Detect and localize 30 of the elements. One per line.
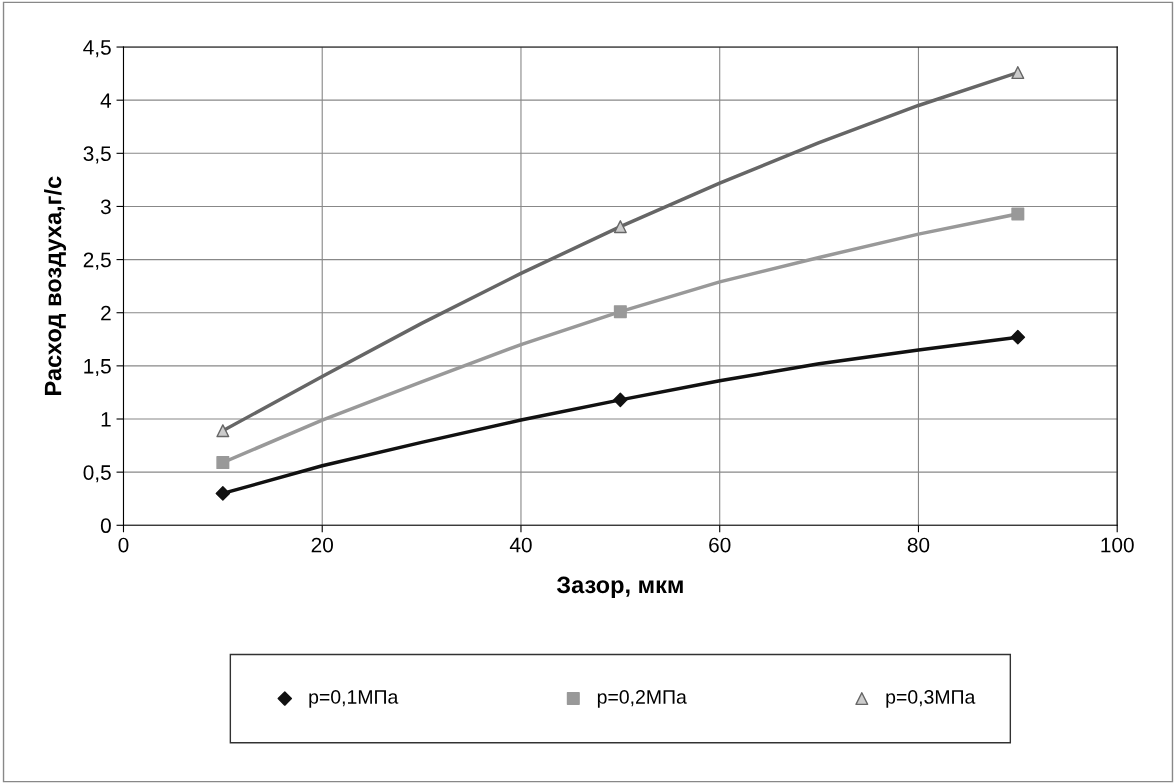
legend-label: p=0,1МПа bbox=[309, 690, 399, 708]
y-tick-label: 1,5 bbox=[84, 359, 111, 377]
y-tick-label: 4,5 bbox=[83, 40, 111, 58]
y-tick-label: 1 bbox=[101, 412, 111, 427]
point bbox=[216, 424, 230, 438]
y-axis-title: Расход воздуха,г/с bbox=[44, 176, 67, 395]
point bbox=[613, 220, 627, 234]
x-tick-label: 0 bbox=[118, 537, 129, 553]
x-tick-label: 60 bbox=[709, 537, 731, 553]
x-tick-label: 100 bbox=[1101, 537, 1134, 553]
y-tick-label: 0 bbox=[100, 518, 111, 534]
point bbox=[215, 486, 231, 501]
y-tick-label: 0,5 bbox=[83, 465, 111, 483]
x-tick-label: 20 bbox=[311, 537, 333, 553]
point bbox=[216, 456, 230, 470]
point bbox=[1011, 66, 1025, 80]
y-tick-label: 3,5 bbox=[83, 146, 111, 164]
legend-label: p=0,2МПа bbox=[597, 690, 687, 708]
legend-label: p=0,3МПа bbox=[886, 690, 976, 708]
point bbox=[1011, 207, 1025, 221]
y-tick-label: 2 bbox=[101, 305, 111, 321]
x-tick-label: 80 bbox=[907, 537, 930, 553]
y-tick-label: 4 bbox=[100, 93, 112, 108]
point bbox=[613, 305, 627, 319]
x-axis-title: Зазор, мкм bbox=[556, 576, 683, 598]
point bbox=[613, 392, 628, 408]
x-tick-label: 40 bbox=[509, 537, 532, 553]
y-tick-label: 2,5 bbox=[83, 252, 111, 270]
point bbox=[1010, 329, 1026, 345]
y-tick-label: 3 bbox=[100, 199, 111, 215]
